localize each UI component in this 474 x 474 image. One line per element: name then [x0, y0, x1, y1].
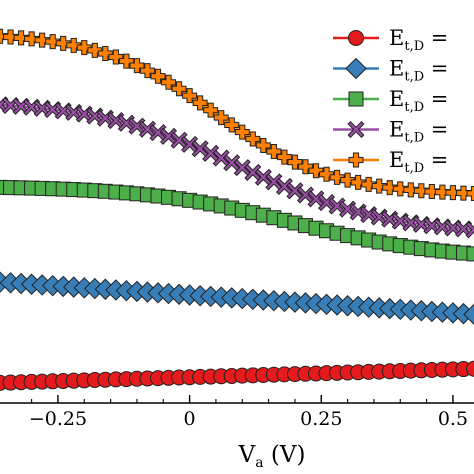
series-5-point	[319, 166, 335, 182]
series-2-point	[463, 303, 474, 326]
x-axis-title: Va (V)	[238, 442, 306, 471]
series-5-point	[382, 180, 398, 196]
series-3	[0, 179, 474, 262]
series-5-point	[297, 159, 313, 175]
series-5-point	[45, 34, 61, 50]
series-5-point	[34, 32, 50, 48]
series-4-point	[202, 144, 220, 162]
series-5-point	[171, 81, 187, 97]
series-5-point	[245, 131, 261, 147]
series-5-point	[87, 42, 103, 58]
series-5-point	[55, 35, 71, 51]
series-5-point	[287, 154, 303, 170]
series-4-point	[170, 131, 188, 149]
series-4-point	[149, 124, 167, 142]
series-5-point	[129, 58, 145, 74]
legend-label: Et,D =	[389, 87, 448, 115]
legend-label: Et,D =	[389, 57, 448, 85]
series-5-point	[150, 68, 166, 84]
series-4-point	[465, 221, 474, 239]
series-4-point	[265, 173, 283, 191]
x-tick-label: −0.25	[29, 408, 87, 430]
legend-swatch-marker	[345, 57, 367, 80]
series-5-point	[340, 172, 356, 188]
legend-entry-2: Et,D =	[333, 57, 448, 85]
series-5-point	[139, 63, 155, 79]
series-5-point	[403, 182, 419, 198]
series-5-point	[66, 37, 82, 53]
series-1-point	[466, 360, 474, 377]
series-5-point	[455, 185, 471, 201]
legend-entry-4: Et,D =	[333, 118, 448, 146]
series-5-point	[276, 149, 292, 165]
series-5-point	[76, 40, 92, 56]
series-5-point	[224, 117, 240, 133]
legend-swatch-marker	[348, 91, 364, 107]
series-5-point	[445, 185, 461, 201]
legend-label: Et,D =	[389, 148, 448, 176]
series-4-point	[160, 127, 178, 145]
legend-label: Et,D =	[389, 26, 448, 54]
series-4-point	[212, 149, 230, 167]
x-tick-label: 0.5	[438, 408, 468, 430]
series-4-point	[286, 182, 304, 200]
x-tick-label: 0.25	[300, 408, 342, 430]
series-4	[0, 96, 474, 239]
series-4-point	[181, 135, 199, 153]
series-5-point	[118, 53, 134, 69]
series-2	[0, 271, 474, 326]
legend: Et,D =Et,D =Et,D =Et,D =Et,D =	[333, 26, 448, 176]
series-5-point	[413, 183, 429, 199]
legend-label: Et,D =	[389, 118, 448, 146]
series-5-point	[361, 176, 377, 192]
series-5-point	[466, 185, 474, 201]
series-5-point	[213, 110, 229, 126]
series-1	[0, 360, 474, 391]
series-5-point	[182, 88, 198, 104]
series-5-point	[192, 95, 208, 111]
series-4-point	[254, 168, 272, 186]
series-5-point	[308, 163, 324, 179]
series-5-point	[255, 137, 271, 153]
series-4-point	[233, 159, 251, 177]
legend-swatch-marker	[348, 30, 364, 46]
series-3-point	[466, 246, 474, 262]
series-5-point	[392, 181, 408, 197]
series-5-point	[424, 183, 440, 199]
series-5-point	[13, 30, 29, 46]
series-4-point	[275, 177, 293, 195]
legend-entry-3: Et,D =	[333, 87, 448, 115]
legend-entry-5: Et,D =	[333, 148, 448, 176]
series-5-point	[161, 74, 177, 90]
series-4-point	[244, 163, 262, 181]
series-5-point	[203, 102, 219, 118]
series-5-point	[3, 29, 19, 45]
x-tick-label: 0	[184, 408, 196, 430]
series-4-point	[191, 140, 209, 158]
plot-area	[0, 28, 474, 391]
series-5-point	[371, 178, 387, 194]
series-4-point	[223, 154, 241, 172]
series-5-point	[24, 31, 40, 47]
legend-swatch-marker	[348, 152, 364, 168]
series-4-point	[307, 190, 325, 208]
series-5	[0, 28, 474, 201]
legend-swatch-marker	[347, 120, 365, 139]
series-5-point	[434, 184, 450, 200]
series-5-point	[350, 174, 366, 190]
series-5-point	[234, 124, 250, 140]
x-axis: −0.25 0 0.25 0.5	[0, 395, 474, 430]
series-5-point	[266, 144, 282, 160]
series-5-point	[108, 49, 124, 65]
series-4-point	[296, 186, 314, 204]
series-5-point	[97, 45, 113, 61]
legend-entry-1: Et,D =	[333, 26, 448, 54]
series-5-point	[329, 169, 345, 185]
